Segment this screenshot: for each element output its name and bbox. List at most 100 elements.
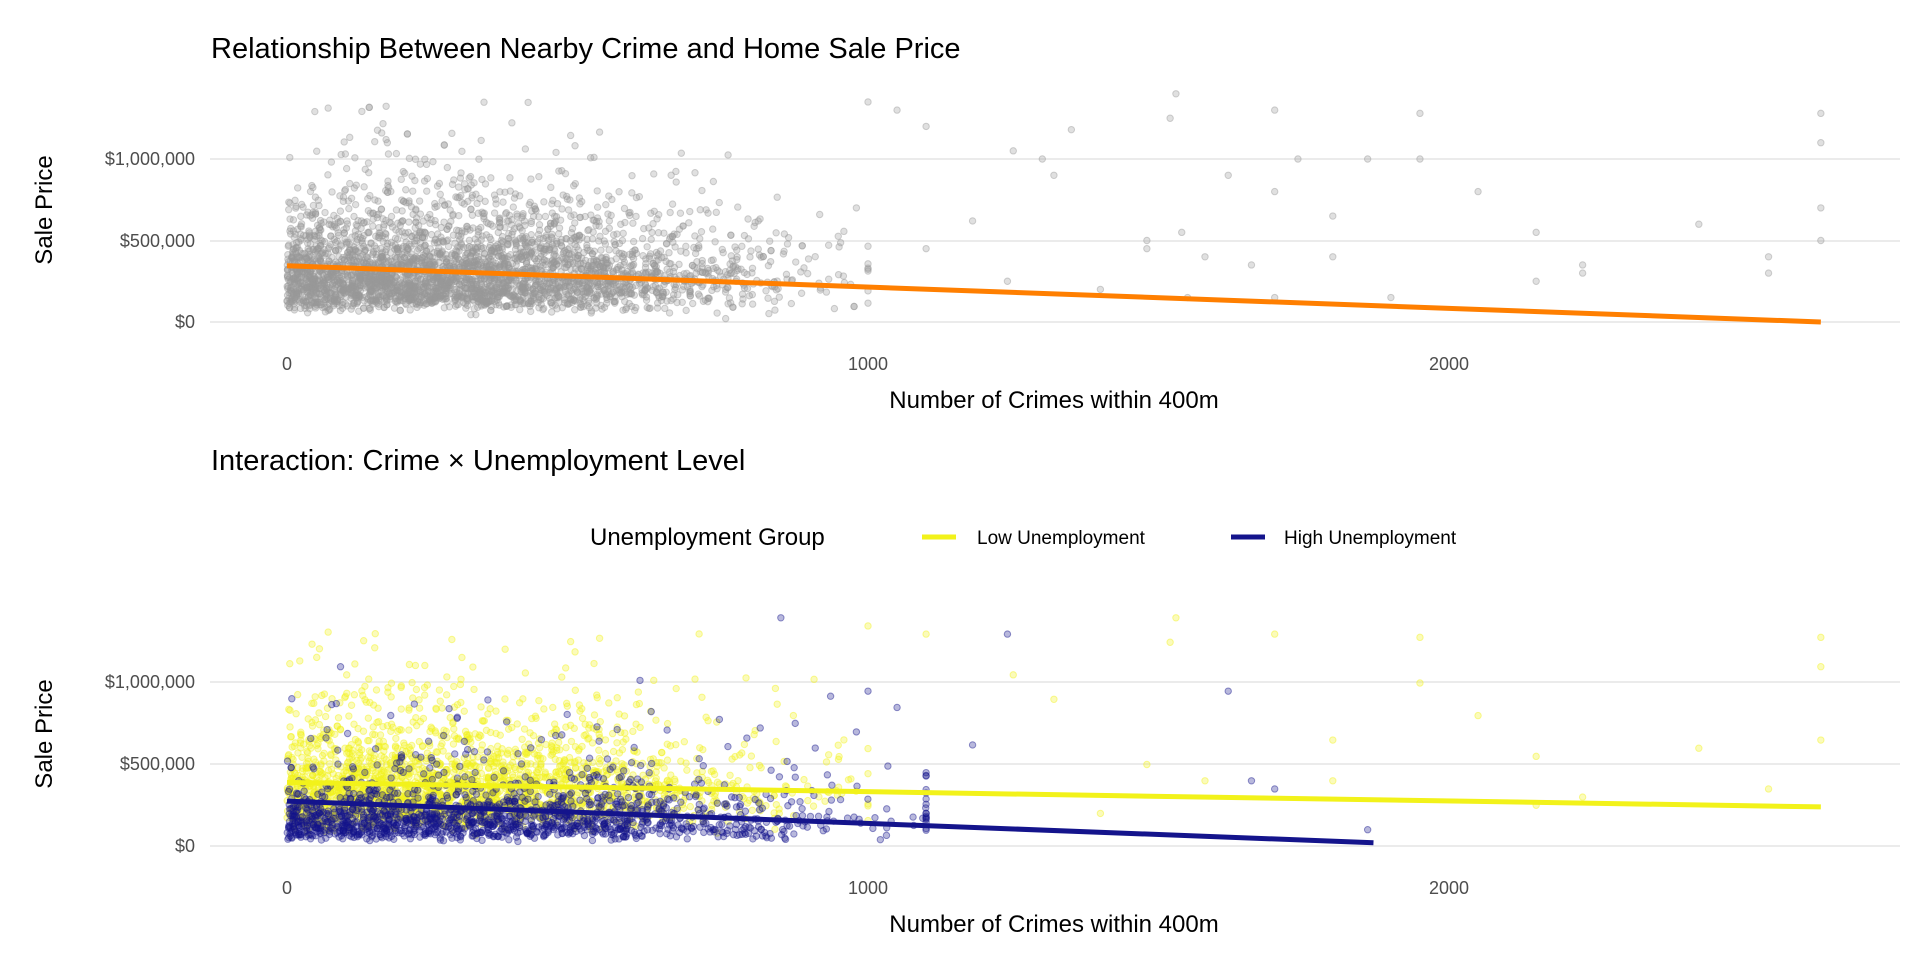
chart-1-point: [554, 306, 560, 312]
chart-1-point: [523, 242, 529, 248]
chart-1-point: [710, 178, 716, 184]
legend-label-high-unemployment: High Unemployment: [1284, 528, 1457, 549]
chart-1-point: [459, 148, 465, 154]
chart-1-point: [287, 154, 293, 160]
chart-2-point-low-unemployment: [747, 764, 753, 770]
chart-1-point: [740, 296, 746, 302]
chart-1-point: [1068, 126, 1074, 132]
chart-1-point: [421, 260, 427, 266]
chart-1-point: [606, 247, 612, 253]
chart-1-point: [773, 230, 779, 236]
chart-1-point: [496, 216, 502, 222]
chart-1-point: [533, 291, 539, 297]
chart-1-point: [1144, 245, 1150, 251]
chart-1-point: [1818, 140, 1824, 146]
chart-1-point: [308, 277, 314, 283]
chart-1-point: [553, 149, 559, 155]
chart-1-point: [748, 248, 754, 254]
chart-1-point: [324, 295, 330, 301]
chart-1-point: [307, 269, 313, 275]
chart-1-point: [446, 223, 452, 229]
chart-2-point-low-unemployment: [630, 728, 636, 734]
chart-1-point: [570, 259, 576, 265]
chart-1-point: [699, 187, 705, 193]
chart-1-point: [752, 219, 758, 225]
chart-1-point: [288, 296, 294, 302]
chart-1-point: [826, 276, 832, 282]
chart-1-point: [352, 228, 358, 234]
chart-1-point: [690, 300, 696, 306]
chart-2-point-low-unemployment: [398, 706, 404, 712]
chart-1-point: [640, 270, 646, 276]
chart-1-point: [413, 206, 419, 212]
chart-1-point: [687, 293, 693, 299]
chart-1-point: [650, 260, 656, 266]
chart-1-point: [1010, 148, 1016, 154]
chart-1-point: [654, 269, 660, 275]
chart-1-point: [598, 247, 604, 253]
chart-1-point: [405, 229, 411, 235]
chart-1-point: [596, 129, 602, 135]
chart-1-point: [530, 213, 536, 219]
chart-1-point: [351, 257, 357, 263]
chart-2-legend: Unemployment Group Low Unemployment High…: [590, 524, 1457, 551]
chart-1-point: [607, 293, 613, 299]
chart-1-point: [341, 139, 347, 145]
chart-1-point: [352, 201, 358, 207]
chart-1-point: [399, 274, 405, 280]
chart-1-point: [594, 188, 600, 194]
chart-1-point: [488, 175, 494, 181]
chart-1-point: [651, 208, 657, 214]
chart-1-point: [350, 283, 356, 289]
chart-2-point-low-unemployment: [591, 660, 597, 666]
chart-1-point: [413, 254, 419, 260]
chart-1-point: [403, 187, 409, 193]
chart-1-point: [649, 229, 655, 235]
chart-1-point: [1248, 262, 1254, 268]
chart-1-point: [703, 207, 709, 213]
chart-1-point: [424, 188, 430, 194]
chart-1-point: [461, 279, 467, 285]
chart-2-point-low-unemployment: [801, 776, 807, 782]
chart-1-point: [286, 206, 292, 212]
chart-1-point: [1330, 213, 1336, 219]
chart-1-point: [432, 200, 438, 206]
chart-1-point: [713, 209, 719, 215]
chart-2-point-low-unemployment: [606, 700, 612, 706]
chart-1-point: [767, 238, 773, 244]
chart-1-point: [338, 243, 344, 249]
chart-2-point-low-unemployment: [314, 654, 320, 660]
chart-1-point: [1295, 156, 1301, 162]
chart-1-point: [400, 198, 406, 204]
chart-1-point: [1417, 156, 1423, 162]
chart-1-point: [1579, 262, 1585, 268]
chart-1-point: [1039, 156, 1045, 162]
chart-1-point: [387, 275, 393, 281]
chart-1-point: [1579, 270, 1585, 276]
chart-1-ytick-0: $0: [175, 312, 195, 332]
chart-1-point: [332, 248, 338, 254]
chart-1-point: [1272, 107, 1278, 113]
chart-1-point: [655, 292, 661, 298]
chart-1-point: [1225, 172, 1231, 178]
chart-1-point: [468, 206, 474, 212]
chart-1-point: [294, 185, 300, 191]
chart-1-point: [562, 288, 568, 294]
chart-1-point: [316, 225, 322, 231]
chart-1-point: [692, 170, 698, 176]
chart-1-point: [593, 305, 599, 311]
chart-1-point: [577, 201, 583, 207]
chart-1-point: [325, 172, 331, 178]
chart-1-point: [449, 130, 455, 136]
chart-2-point-low-unemployment: [622, 730, 628, 736]
chart-2-point-low-unemployment: [437, 698, 443, 704]
chart-1-point: [393, 150, 399, 156]
chart-1-point: [384, 189, 390, 195]
chart-1-point: [467, 253, 473, 259]
chart-1-point: [475, 304, 481, 310]
chart-1-point: [760, 253, 766, 259]
chart-2-point-low-unemployment: [636, 700, 642, 706]
chart-1-point: [528, 231, 534, 237]
chart-1-point: [503, 303, 509, 309]
chart-1-point: [361, 184, 367, 190]
